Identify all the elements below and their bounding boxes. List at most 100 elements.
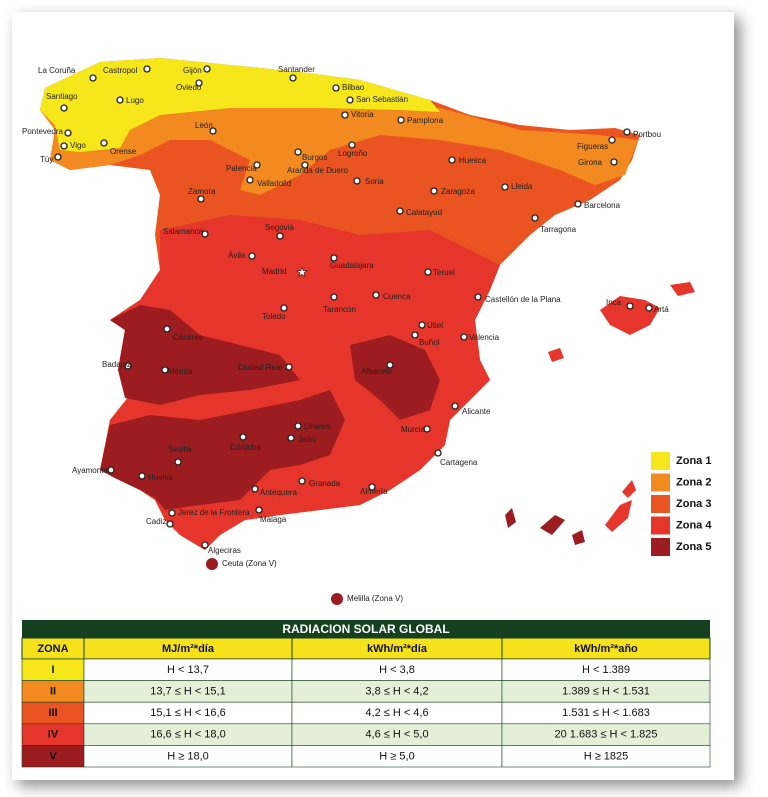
city-dot (353, 177, 361, 185)
cell-text: 16,6 ≤ H < 18,0 (150, 729, 225, 741)
city-label: Vigo (70, 141, 86, 150)
balearics-ibiza (548, 348, 564, 362)
city-label: Logroño (338, 149, 368, 158)
city-dot (301, 161, 309, 169)
city-dot (372, 291, 380, 299)
city-dot (195, 79, 203, 87)
cell-text: 13,7 ≤ H < 15,1 (150, 686, 225, 698)
city-label: Ciudad Real (238, 363, 282, 372)
city-dot (332, 84, 340, 92)
city-dot (418, 321, 426, 329)
balearics-menorca (670, 282, 695, 296)
city-label: Jerez de la Frontera (178, 508, 250, 517)
city-label: Ceuta (Zona V) (222, 559, 277, 568)
city-dot (100, 139, 108, 147)
city-dot (294, 422, 302, 430)
city-dot (280, 304, 288, 312)
legend-swatch (651, 516, 670, 535)
city-dot (60, 142, 68, 150)
city-dot (197, 195, 205, 203)
city-label: Barcelona (584, 201, 621, 210)
city-label: Gijón (183, 66, 202, 75)
zone-5-andalucia (100, 390, 345, 510)
city-label: Artá (654, 305, 669, 314)
city-label: Bilbao (342, 83, 365, 92)
header-label: kWh/m²*día (367, 643, 428, 655)
legend-swatch (651, 452, 670, 470)
table-title: RADIACION SOLAR GLOBAL (282, 622, 449, 636)
city-label: Utiel (427, 321, 443, 330)
city-label: Guadalajara (330, 261, 374, 270)
city-dot (116, 96, 124, 104)
city-dot (201, 230, 209, 238)
city-label: Castellón de la Plana (485, 295, 561, 304)
city-label: Cartagena (440, 458, 478, 467)
city-dot (330, 293, 338, 301)
city-label: Granada (309, 479, 341, 488)
city-dot (574, 200, 582, 208)
city-dot (276, 232, 284, 240)
city-label: Inca (606, 298, 622, 307)
city-dot (289, 74, 297, 82)
cell-text: H < 3,8 (379, 664, 415, 676)
city-dot (60, 104, 68, 112)
cell-text: 1.389 ≤ H < 1.531 (562, 686, 650, 698)
city-label: Cadiz (146, 517, 166, 526)
city-label: Teruel (433, 268, 455, 277)
city-dot (285, 363, 293, 371)
city-dot (246, 176, 254, 184)
city-label: San Sebastián (356, 95, 408, 104)
city-label: Soria (365, 177, 384, 186)
city-label: Málaga (260, 515, 287, 524)
city-dot (166, 520, 174, 528)
header-label: kWh/m²*año (574, 643, 638, 655)
city-dot (203, 65, 211, 73)
legend-swatch (651, 538, 670, 556)
cell-text: H ≥ 1825 (584, 750, 629, 762)
city-dot (645, 304, 653, 312)
city-label: La Coruña (38, 66, 76, 75)
legend-label: Zona 5 (676, 541, 711, 553)
city-label: Valladolid (257, 179, 291, 188)
city-dot (331, 593, 343, 605)
cell-text: 4,6 ≤ H < 5,0 (365, 729, 428, 741)
city-label: Segovia (265, 223, 294, 232)
cell-text: H ≥ 18,0 (167, 750, 209, 762)
zone-2 (40, 85, 638, 195)
city-label: Linares (304, 422, 330, 431)
city-dot (434, 449, 442, 457)
legend-swatch (651, 495, 670, 513)
zone-5-extremadura (110, 305, 300, 405)
city-label: Sevilla (168, 445, 192, 454)
city-dot (623, 128, 631, 136)
capital-star: ★ (296, 264, 308, 279)
city-dot (107, 466, 115, 474)
city-label: Huelva (148, 473, 173, 482)
city-label: Girona (578, 158, 603, 167)
city-dot (287, 434, 295, 442)
city-dot (163, 325, 171, 333)
city-dot (424, 268, 432, 276)
table-cell (501, 745, 711, 768)
city-dot (386, 361, 394, 369)
city-label: Pamplona (407, 116, 444, 125)
cell-text: 3,8 ≤ H < 4,2 (365, 686, 428, 698)
city-label: Almería (360, 487, 388, 496)
city-label: Vitoria (351, 110, 374, 119)
city-dot (248, 252, 256, 260)
city-dot (253, 161, 261, 169)
city-dot (174, 458, 182, 466)
cell-text: II (50, 686, 56, 698)
city-label: Buñol (419, 338, 440, 347)
city-dot (54, 153, 62, 161)
city-dot (294, 148, 302, 156)
city-dot (341, 111, 349, 119)
header-label: MJ/m²*día (162, 643, 215, 655)
city-dot (501, 183, 509, 191)
city-label: Jaén (298, 435, 315, 444)
table-title-bar (22, 620, 710, 638)
city-dot (474, 293, 482, 301)
cell-text: 15,1 ≤ H < 16,6 (150, 707, 225, 719)
city-label: Aranda de Duero (287, 166, 348, 175)
